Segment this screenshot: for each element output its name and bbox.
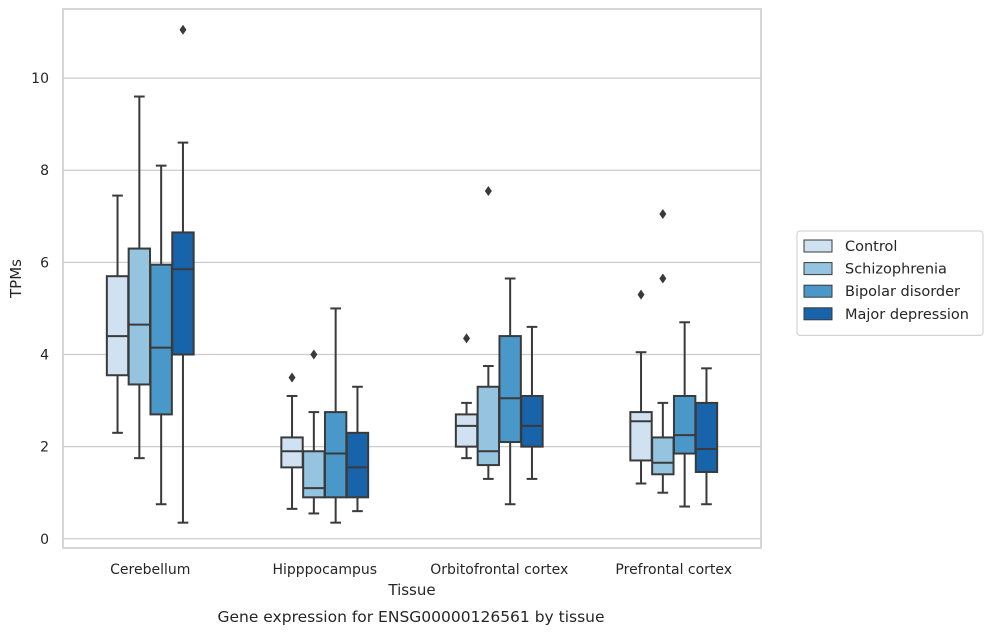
iqr-box	[149, 263, 173, 416]
box-control	[105, 194, 130, 434]
x-tick-label: Orbitofrontal cortex	[430, 562, 568, 578]
box-control	[280, 372, 304, 510]
y-tick-label: 8	[40, 163, 49, 179]
box-control	[629, 289, 653, 485]
iqr-box	[323, 411, 348, 499]
y-tick-label: 2	[40, 440, 49, 456]
iqr-box	[454, 413, 479, 448]
legend-swatch	[803, 262, 833, 276]
outlier-point	[288, 372, 296, 383]
legend-swatch	[803, 239, 833, 253]
box-layer	[105, 24, 719, 524]
iqr-box	[672, 394, 697, 455]
legend-swatch	[803, 284, 833, 298]
x-tick-label: Hipppocampus	[272, 562, 377, 578]
iqr-box	[280, 436, 304, 469]
x-tick-label: Prefrontal cortex	[615, 562, 732, 578]
outlier-point	[310, 349, 318, 360]
box-schizophrenia	[476, 185, 501, 480]
outlier-point	[179, 24, 187, 35]
y-tick-label: 10	[31, 71, 49, 87]
outlier-point	[659, 209, 667, 220]
legend-label: Control	[845, 239, 897, 255]
legend-label: Major depression	[845, 307, 969, 323]
x-tick-labels: Cerebellum Hipppocampus Orbitofrontal cort…	[110, 562, 732, 578]
y-axis-label: TPMs	[7, 259, 25, 299]
box-schizophrenia	[127, 95, 152, 460]
y-tick-label: 4	[40, 348, 49, 364]
iqr-box	[171, 231, 195, 356]
outlier-point	[659, 273, 667, 284]
y-tick-label: 6	[40, 255, 49, 271]
box-bipolar-disorder	[323, 307, 348, 524]
iqr-box	[302, 450, 326, 499]
box-bipolar-disorder	[672, 321, 697, 508]
box-major-depression	[520, 325, 544, 480]
iqr-box	[694, 401, 719, 473]
legend-swatch	[803, 307, 833, 321]
box-major-depression	[345, 385, 370, 513]
plot-frame	[62, 8, 762, 549]
box-control	[454, 333, 479, 460]
legend-label: Schizophrenia	[845, 262, 947, 278]
iqr-box	[345, 431, 370, 499]
box-bipolar-disorder	[149, 164, 173, 506]
outlier-point	[484, 185, 492, 196]
iqr-box	[629, 411, 653, 462]
outlier-point	[463, 333, 471, 344]
box-major-depression	[171, 24, 195, 524]
iqr-box	[105, 275, 130, 377]
box-bipolar-disorder	[498, 277, 522, 506]
legend-label: Bipolar disorder	[845, 284, 960, 300]
y-tick-labels: 0 2 4 6 8 10	[31, 71, 49, 548]
x-axis-label: Tissue	[387, 581, 435, 599]
iqr-box	[476, 385, 501, 467]
legend-frame	[796, 230, 984, 336]
iqr-box	[651, 436, 675, 476]
iqr-box	[498, 335, 522, 444]
box-major-depression	[694, 367, 719, 506]
iqr-box	[520, 394, 544, 448]
chart-caption: Gene expression for ENSG00000126561 by t…	[217, 608, 604, 626]
y-tick-label: 0	[40, 532, 49, 548]
x-tick-label: Cerebellum	[110, 562, 190, 578]
box-schizophrenia	[651, 209, 675, 494]
legend: Control Schizophrenia Bipolar disorder Majo…	[796, 230, 984, 336]
iqr-box	[127, 247, 152, 386]
box-schizophrenia	[302, 349, 326, 515]
outlier-point	[637, 289, 645, 300]
